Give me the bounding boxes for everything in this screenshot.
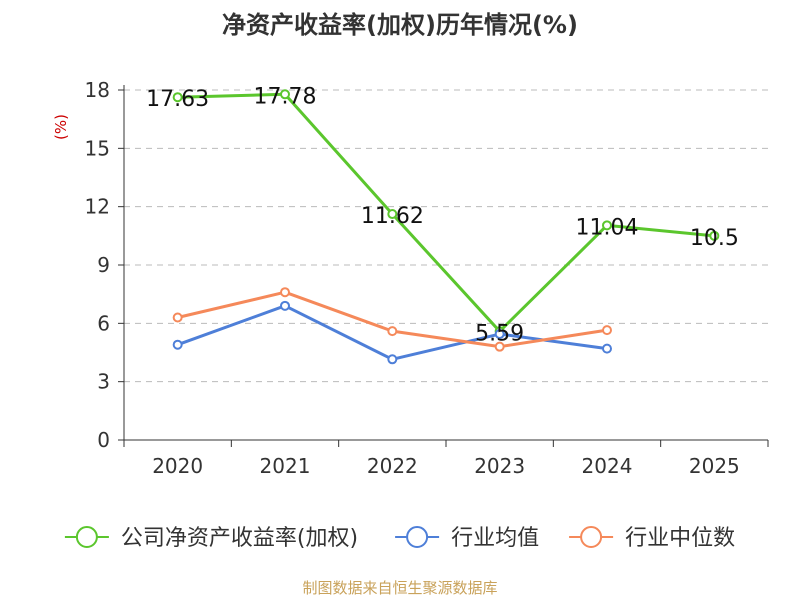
x-tick-label: 2023 xyxy=(474,454,525,478)
y-tick-label: 18 xyxy=(85,78,110,102)
legend-label: 行业中位数 xyxy=(625,526,735,551)
y-tick-label: 0 xyxy=(97,428,110,452)
data-labels: 17.63 17.78 11.62 5.59 11.04 10.5 xyxy=(146,84,739,346)
x-tick-label: 2025 xyxy=(689,454,740,478)
legend-marker-icon xyxy=(406,526,429,548)
data-point xyxy=(387,326,398,337)
series-layer xyxy=(172,89,720,365)
legend-item-2: 行业中位数 xyxy=(569,526,735,551)
series-line-0 xyxy=(177,92,715,333)
data-label: 11.62 xyxy=(361,204,424,229)
y-tick-label: 12 xyxy=(85,195,110,219)
data-point xyxy=(280,287,290,298)
chart-title: 净资产收益率(加权)历年情况(%) xyxy=(222,11,578,39)
legend-label: 行业均值 xyxy=(451,526,539,551)
y-tick-label: 3 xyxy=(97,370,110,394)
y-tick-label: 9 xyxy=(97,253,110,277)
data-point xyxy=(172,92,183,103)
data-point xyxy=(494,341,505,352)
data-label: 11.04 xyxy=(576,215,639,240)
data-point xyxy=(172,339,183,350)
data-label: 10.5 xyxy=(690,226,739,251)
data-point xyxy=(280,300,290,311)
data-point xyxy=(280,89,290,100)
data-label: 5.59 xyxy=(475,321,524,346)
y-axis-label: (%) xyxy=(52,114,70,140)
x-tick-label: 2021 xyxy=(260,454,311,478)
data-point xyxy=(494,329,505,340)
legend-marker-icon xyxy=(580,526,603,548)
data-point xyxy=(602,325,612,336)
legend-label: 公司净资产收益率(加权) xyxy=(121,526,358,551)
legend-item-0: 公司净资产收益率(加权) xyxy=(64,526,358,551)
data-point xyxy=(172,312,183,323)
source-note: 制图数据来自恒生聚源数据库 xyxy=(302,579,497,597)
data-point xyxy=(387,209,398,220)
y-tick-label: 15 xyxy=(85,136,110,160)
data-point xyxy=(709,230,720,241)
data-point xyxy=(387,354,398,365)
data-point xyxy=(602,343,612,354)
data-label: 17.78 xyxy=(254,84,317,109)
x-tick-label: 2020 xyxy=(152,454,203,478)
y-tick-label: 6 xyxy=(97,311,110,335)
legend: 公司净资产收益率(加权) 行业均值 行业中位数 xyxy=(64,526,735,551)
gridlines xyxy=(124,89,768,383)
legend-item-1: 行业均值 xyxy=(395,526,539,551)
axes: 0 3 6 9 12 15 18 2020 2021 2022 2023 2024 2025 xyxy=(85,78,769,478)
x-tick-label: 2024 xyxy=(582,454,633,478)
data-point xyxy=(602,220,612,231)
data-label: 17.63 xyxy=(146,87,209,112)
x-tick-label: 2022 xyxy=(367,454,418,478)
legend-marker-icon xyxy=(75,526,98,548)
